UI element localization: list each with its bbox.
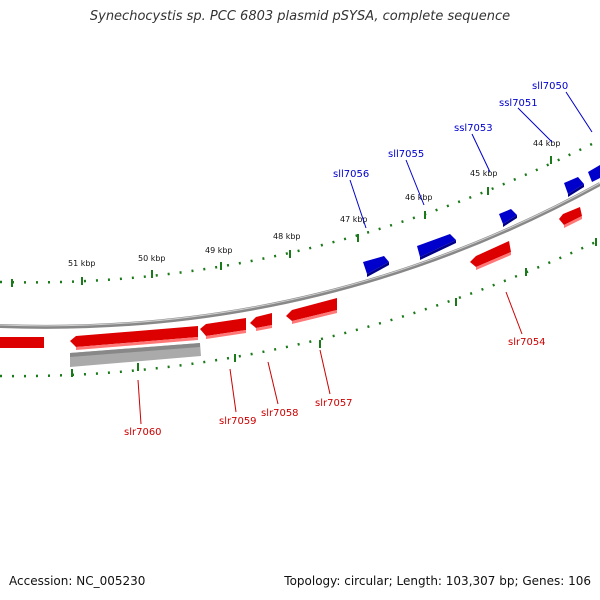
topology-info: Topology: circular; Length: 103,307 bp; … <box>284 574 591 588</box>
kbp-label-47: 47 kbp <box>340 215 368 224</box>
gene-label-slr7058: slr7058 <box>261 408 299 419</box>
forward-leader-lines <box>349 91 593 229</box>
gene-ssl7053-arrow <box>499 209 517 224</box>
gene-sll7056-arrow <box>363 256 389 274</box>
kbp-label-44: 44 kbp <box>533 139 561 148</box>
gene-sll7050-arrow <box>588 165 600 182</box>
forward-gene-arrows <box>363 165 600 274</box>
outer-major-ticks <box>11 156 552 287</box>
reverse-gene-shadows <box>76 216 582 350</box>
gene-label-slr7057: slr7057 <box>315 398 353 409</box>
inner-ruler <box>0 238 600 378</box>
kbp-label-50: 50 kbp <box>138 254 166 263</box>
kbp-label-51: 51 kbp <box>68 259 96 268</box>
gene-label-sll7056: sll7056 <box>333 169 369 180</box>
gene-ssl7051-arrow <box>564 177 584 194</box>
gene-right-red-arrow <box>559 207 582 225</box>
inner-major-ticks <box>71 238 597 377</box>
gene-left-edge-arrow <box>0 337 44 348</box>
kbp-label-48: 48 kbp <box>273 232 301 241</box>
kbp-label-45: 45 kbp <box>470 169 498 178</box>
gene-label-sll7050: sll7050 <box>532 81 568 92</box>
gene-label-slr7059: slr7059 <box>219 416 257 427</box>
kbp-label-46: 46 kbp <box>405 193 433 202</box>
kbp-label-49: 49 kbp <box>205 246 233 255</box>
gene-slr7058-arrow <box>250 313 272 328</box>
backbone <box>0 182 600 329</box>
gene-label-ssl7051: ssl7051 <box>499 98 538 109</box>
gene-label-slr7054: slr7054 <box>508 337 546 348</box>
reverse-gene-arrows <box>0 207 582 348</box>
gene-label-sll7055: sll7055 <box>388 149 424 160</box>
gene-label-slr7060: slr7060 <box>124 427 162 438</box>
gene-slr7060-arrow <box>70 326 198 347</box>
gene-slr7057-arrow <box>286 298 337 321</box>
reverse-leader-lines <box>137 291 523 425</box>
gene-label-ssl7053: ssl7053 <box>454 123 493 134</box>
outer-ruler <box>0 138 600 284</box>
map-title: Synechocystis sp. PCC 6803 plasmid pSYSA… <box>89 9 511 24</box>
accession-info: Accession: NC_005230 <box>9 574 146 588</box>
gene-slr7059-arrow <box>200 318 246 336</box>
gene-slr7054-arrow <box>470 241 511 267</box>
gene-sll7055-arrow <box>417 234 456 257</box>
forward-gene-shadows <box>367 184 584 277</box>
